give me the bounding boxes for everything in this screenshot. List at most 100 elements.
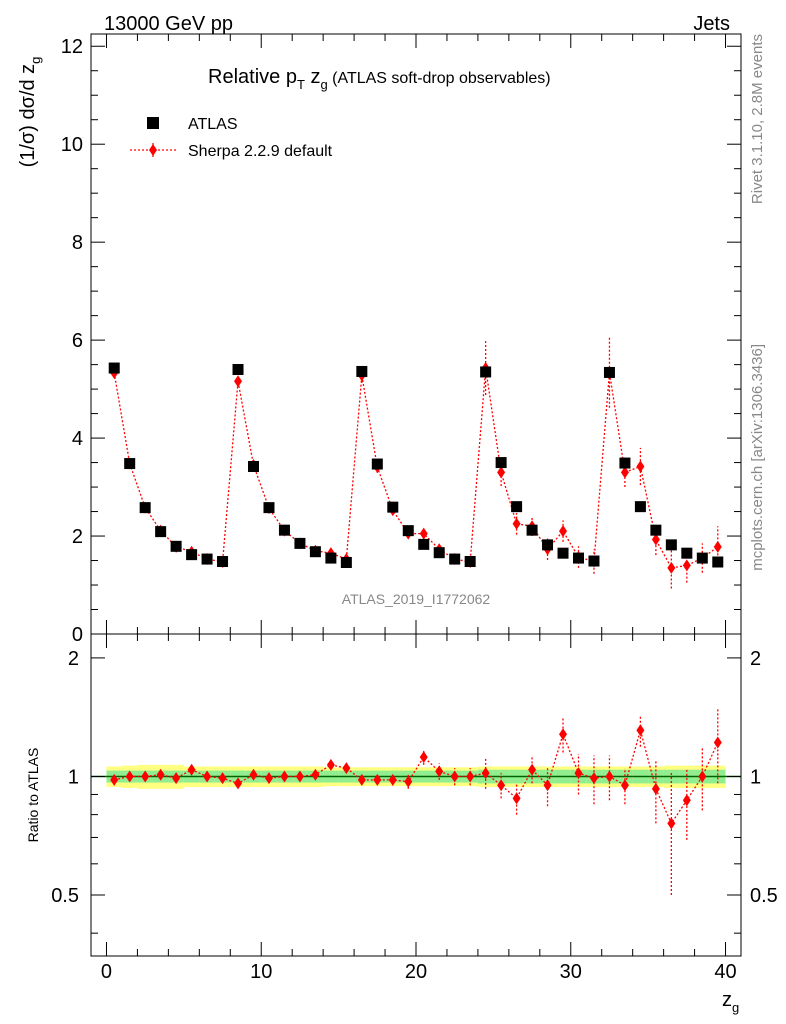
atlas-point [495, 457, 507, 469]
atlas-point [371, 458, 383, 470]
main-y-tick-label: 12 [61, 36, 83, 58]
atlas-point [139, 502, 151, 514]
ratio-point [574, 767, 583, 780]
sherpa-point [559, 525, 568, 538]
legend-atlas-label: ATLAS [188, 116, 238, 133]
ratio-point [264, 772, 273, 785]
ratio-sherpa-points [110, 724, 722, 830]
ratio-point [435, 765, 444, 778]
main-y-tick-labels: 0 2 4 6 8 10 12 [61, 36, 83, 646]
x-axis-label: zg [722, 989, 739, 1015]
atlas-point [619, 457, 631, 469]
ratio-point [404, 775, 413, 788]
analysis-watermark: ATLAS_2019_I1772062 [342, 591, 491, 607]
chart-title-main: Relative p [208, 66, 297, 88]
process-label: Jets [693, 13, 730, 35]
ratio-point [311, 768, 320, 781]
x-tick-label: 10 [250, 961, 272, 983]
sherpa-point [667, 561, 676, 574]
atlas-point [248, 460, 259, 472]
ratio-point [559, 728, 568, 741]
sherpa-point [512, 517, 521, 530]
main-y-axis-label-sub: g [28, 57, 43, 64]
ratio-point [512, 792, 521, 805]
atlas-point [665, 539, 677, 551]
x-tick-label: 0 [101, 961, 112, 983]
ratio-point [280, 770, 289, 783]
ratio-y-axis-label: Ratio to ATLAS [25, 748, 41, 843]
atlas-point [309, 546, 321, 558]
atlas-point [542, 539, 554, 551]
main-y-tick-label: 6 [72, 330, 83, 352]
atlas-point [387, 501, 399, 513]
atlas-point [603, 366, 615, 378]
atlas-point [155, 526, 167, 538]
chart-title-sub2: g [320, 77, 327, 92]
ratio-point [682, 794, 691, 807]
ratio-point [419, 751, 428, 764]
atlas-point [696, 552, 708, 564]
sherpa-point [620, 466, 629, 479]
ratio-point [141, 770, 150, 783]
chart-title-tail: (ATLAS soft-drop observables) [328, 70, 551, 87]
ratio-point [605, 770, 614, 783]
atlas-points [108, 362, 724, 568]
atlas-point [356, 365, 368, 377]
ratio-point [172, 772, 181, 785]
atlas-point [526, 524, 538, 536]
atlas-point [480, 366, 492, 378]
ratio-y-tick-label-left: 2 [68, 648, 79, 670]
atlas-point [681, 547, 693, 559]
atlas-point [650, 524, 662, 536]
atlas-point [634, 501, 646, 513]
main-axis-ticks [91, 34, 741, 635]
ratio-y-tick-label-left: 0.5 [51, 885, 79, 907]
sherpa-point [682, 559, 691, 572]
ratio-point [342, 762, 351, 775]
ratio-point [466, 770, 475, 783]
ratio-point [481, 767, 490, 780]
ratio-point [450, 770, 459, 783]
legend-atlas-marker [147, 117, 159, 129]
ratio-series-line [114, 727, 719, 825]
atlas-point [325, 552, 337, 564]
ratio-frame [90, 633, 742, 957]
ratio-point [589, 772, 598, 785]
atlas-point [294, 537, 306, 549]
atlas-point [340, 556, 352, 568]
x-axis-label-main: z [722, 989, 732, 1011]
sherpa-point [419, 527, 428, 540]
main-y-tick-label: 4 [72, 428, 83, 450]
ratio-point [698, 770, 707, 783]
ratio-y-tick-label-right: 2 [750, 648, 761, 670]
energy-label: 13000 GeV pp [104, 13, 233, 35]
ratio-point [218, 772, 227, 785]
main-y-axis-label-main: (1/σ) dσ/d z [17, 64, 39, 168]
atlas-point [511, 501, 523, 513]
ratio-panel: 0.5 0.5 1 1 2 2 0 10 20 30 40 Ratio to ATLAS zg [25, 633, 778, 1015]
ratio-point [528, 763, 537, 776]
atlas-point [449, 553, 461, 565]
ratio-point [326, 758, 335, 771]
chart-title: Relative pT zg (ATLAS soft-drop observab… [208, 66, 551, 92]
atlas-point [278, 524, 290, 536]
atlas-point [263, 502, 275, 514]
main-y-tick-label: 0 [72, 624, 83, 646]
ratio-point [110, 773, 119, 786]
x-axis-label-sub: g [732, 1000, 739, 1015]
main-y-tick-label: 2 [72, 526, 83, 548]
atlas-point [712, 556, 724, 568]
ratio-sherpa-error-bars [113, 709, 719, 895]
x-tick-labels: 0 10 20 30 40 [101, 961, 737, 983]
x-tick-label: 20 [405, 961, 427, 983]
chart-title-sub1: T [297, 77, 305, 92]
sherpa-point [636, 460, 645, 473]
ratio-point [713, 736, 722, 749]
atlas-point [433, 547, 445, 559]
ratio-point [203, 770, 212, 783]
ratio-point [543, 779, 552, 792]
legend-sherpa-marker [149, 144, 157, 156]
ratio-y-tick-label-right: 1 [750, 766, 761, 788]
chart-title-mid: z [305, 66, 321, 88]
